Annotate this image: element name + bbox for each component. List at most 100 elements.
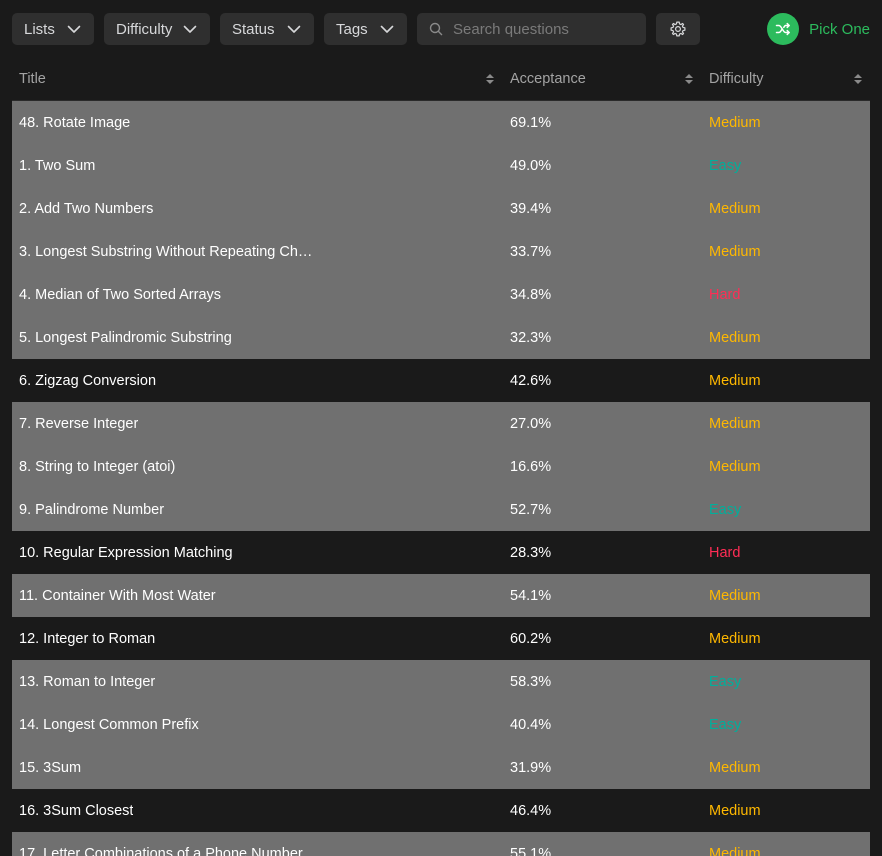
table-row[interactable]: 1. Two Sum 49.0% Easy [12,144,870,187]
difficulty-column-header[interactable]: Difficulty [701,57,870,100]
acceptance-rate: 52.7% [510,501,552,518]
difficulty-label: Hard [709,544,741,561]
sort-icon [684,73,694,85]
difficulty-label: Easy [709,716,742,733]
acceptance-rate: 34.8% [510,286,552,303]
difficulty-label: Easy [709,157,742,174]
status-dropdown-label: Status [232,20,275,38]
table-row[interactable]: 13. Roman to Integer 58.3% Easy [12,660,870,703]
tags-dropdown-label: Tags [336,20,368,38]
table-row[interactable]: 15. 3Sum 31.9% Medium [12,746,870,789]
problem-title-cell: 12. Integer to Roman [12,630,502,647]
difficulty-dropdown-label: Difficulty [116,20,173,38]
problem-title-link[interactable]: 7. Reverse Integer [19,415,139,432]
difficulty-label: Medium [709,200,761,217]
table-row[interactable]: 14. Longest Common Prefix 40.4% Easy [12,703,870,746]
table-row[interactable]: 11. Container With Most Water 54.1% Medium [12,574,870,617]
title-header-label: Title [19,70,46,87]
acceptance-header-label: Acceptance [510,70,586,87]
acceptance-rate: 31.9% [510,759,552,776]
problem-title-link[interactable]: 15. 3Sum [19,759,82,776]
tags-dropdown[interactable]: Tags [324,13,407,45]
lists-dropdown[interactable]: Lists [12,13,94,45]
difficulty-label: Medium [709,587,761,604]
acceptance-rate: 58.3% [510,673,552,690]
table-row[interactable]: 9. Palindrome Number 52.7% Easy [12,488,870,531]
difficulty-label: Medium [709,458,761,475]
table-row[interactable]: 5. Longest Palindromic Substring 32.3% Med… [12,316,870,359]
problem-title-link[interactable]: 14. Longest Common Prefix [19,716,199,733]
problem-title-link[interactable]: 3. Longest Substring Without Repeating C… [19,243,319,260]
status-dropdown[interactable]: Status [220,13,314,45]
problem-title-link[interactable]: 13. Roman to Integer [19,673,156,690]
table-row[interactable]: 4. Median of Two Sorted Arrays 34.8% Hard [12,273,870,316]
problem-title-cell: 13. Roman to Integer [12,673,502,690]
table-row[interactable]: 10. Regular Expression Matching 28.3% Hard [12,531,870,574]
settings-button[interactable] [656,13,700,45]
problem-title-link[interactable]: 4. Median of Two Sorted Arrays [19,286,222,303]
problem-title-cell: 7. Reverse Integer [12,415,502,432]
table-row[interactable]: 16. 3Sum Closest 46.4% Medium [12,789,870,832]
problem-title-link[interactable]: 6. Zigzag Conversion [19,372,157,389]
problem-title-link[interactable]: 17. Letter Combinations of a Phone Numbe… [19,845,303,856]
problem-title-cell: 17. Letter Combinations of a Phone Numbe… [12,845,502,856]
gear-icon [669,20,687,38]
problem-title-cell: 4. Median of Two Sorted Arrays [12,286,502,303]
difficulty-label: Medium [709,114,761,131]
table-row[interactable]: 48. Rotate Image 69.1% Medium [12,101,870,144]
sort-icon [853,73,863,85]
difficulty-label: Easy [709,673,742,690]
difficulty-label: Medium [709,759,761,776]
problem-title-link[interactable]: 10. Regular Expression Matching [19,544,233,561]
table-row[interactable]: 3. Longest Substring Without Repeating C… [12,230,870,273]
table-row[interactable]: 2. Add Two Numbers 39.4% Medium [12,187,870,230]
acceptance-rate: 54.1% [510,587,552,604]
chevron-down-icon [379,21,395,37]
table-row[interactable]: 12. Integer to Roman 60.2% Medium [12,617,870,660]
table-row[interactable]: 8. String to Integer (atoi) 16.6% Medium [12,445,870,488]
table-row[interactable]: 6. Zigzag Conversion 42.6% Medium [12,359,870,402]
difficulty-label: Medium [709,329,761,346]
difficulty-label: Medium [709,372,761,389]
acceptance-rate: 40.4% [510,716,552,733]
acceptance-rate: 46.4% [510,802,552,819]
problem-title-link[interactable]: 16. 3Sum Closest [19,802,134,819]
problem-title-link[interactable]: 48. Rotate Image [19,114,131,131]
acceptance-rate: 33.7% [510,243,552,260]
difficulty-label: Medium [709,630,761,647]
difficulty-label: Hard [709,286,741,303]
problem-title-link[interactable]: 2. Add Two Numbers [19,200,154,217]
problem-title-cell: 5. Longest Palindromic Substring [12,329,502,346]
difficulty-dropdown[interactable]: Difficulty [104,13,210,45]
acceptance-column-header[interactable]: Acceptance [502,57,701,100]
difficulty-label: Medium [709,845,761,856]
pick-one-button[interactable]: Pick One [767,13,870,45]
problem-title-link[interactable]: 12. Integer to Roman [19,630,156,647]
problem-title-link[interactable]: 8. String to Integer (atoi) [19,458,176,475]
table-row[interactable]: 17. Letter Combinations of a Phone Numbe… [12,832,870,856]
acceptance-rate: 28.3% [510,544,552,561]
chevron-down-icon [286,21,302,37]
problem-title-link[interactable]: 1. Two Sum [19,157,96,174]
lists-dropdown-label: Lists [24,20,55,38]
problem-title-cell: 11. Container With Most Water [12,587,502,604]
acceptance-rate: 27.0% [510,415,552,432]
search-input[interactable] [453,20,623,38]
problem-title-cell: 48. Rotate Image [12,114,502,131]
problem-title-link[interactable]: 11. Container With Most Water [19,587,216,604]
table-header: Title Acceptance Difficulty [12,57,870,101]
search-box[interactable] [417,13,646,45]
pick-one-label: Pick One [809,20,870,38]
table-row[interactable]: 7. Reverse Integer 27.0% Medium [12,402,870,445]
problem-title-cell: 8. String to Integer (atoi) [12,458,502,475]
problem-title-cell: 6. Zigzag Conversion [12,372,502,389]
acceptance-rate: 42.6% [510,372,552,389]
problem-title-link[interactable]: 5. Longest Palindromic Substring [19,329,232,346]
title-column-header[interactable]: Title [12,57,502,100]
difficulty-label: Medium [709,415,761,432]
sort-icon [485,73,495,85]
problem-title-cell: 16. 3Sum Closest [12,802,502,819]
difficulty-label: Easy [709,501,742,518]
problem-title-link[interactable]: 9. Palindrome Number [19,501,165,518]
